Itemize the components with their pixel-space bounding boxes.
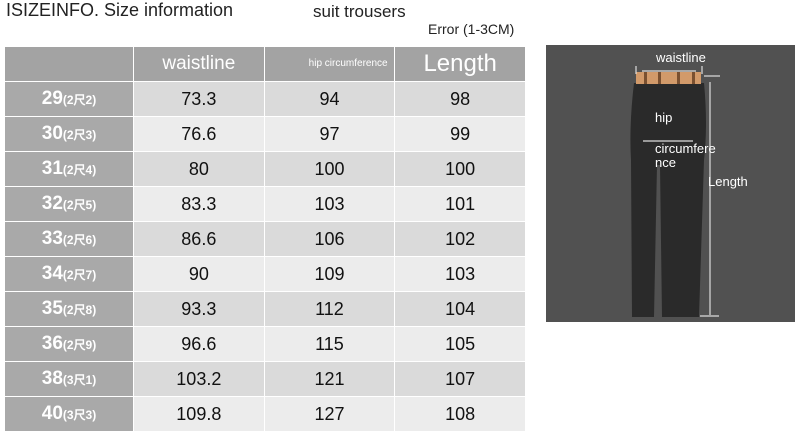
size-chinese: (2尺3) bbox=[62, 128, 97, 142]
length-cell: 98 bbox=[394, 81, 526, 117]
trousers-diagram: waistline hip circumfere nce Length bbox=[546, 45, 795, 322]
header-size bbox=[4, 46, 134, 82]
table-row: 40(3尺3) 109.8 127 108 bbox=[4, 396, 526, 432]
size-value: 35 bbox=[41, 298, 63, 319]
waistline-cell: 93.3 bbox=[133, 291, 265, 327]
hip-cell: 106 bbox=[263, 221, 396, 257]
table-row: 34(2尺7) 90 109 103 bbox=[4, 256, 526, 292]
header-hip: hip circumference bbox=[263, 46, 396, 82]
size-table: waistline hip circumference Length 29(2尺… bbox=[4, 46, 526, 432]
length-cell: 105 bbox=[394, 326, 526, 362]
length-cell: 101 bbox=[394, 186, 526, 222]
error-note: Error (1-3CM) bbox=[428, 21, 515, 37]
hip-label: hip bbox=[655, 110, 673, 125]
hip-cell: 112 bbox=[263, 291, 396, 327]
waistline-cell: 83.3 bbox=[133, 186, 265, 222]
length-cell: 103 bbox=[394, 256, 526, 292]
size-cell: 30(2尺3) bbox=[4, 116, 134, 152]
table-row: 30(2尺3) 76.6 97 99 bbox=[4, 116, 526, 152]
waistline-cell: 96.6 bbox=[133, 326, 265, 362]
length-cell: 100 bbox=[394, 151, 526, 187]
size-cell: 32(2尺5) bbox=[4, 186, 134, 222]
header-waistline: waistline bbox=[133, 46, 265, 82]
size-chinese: (2尺2) bbox=[62, 93, 97, 107]
waistline-cell: 80 bbox=[133, 151, 265, 187]
length-cell: 104 bbox=[394, 291, 526, 327]
size-cell: 34(2尺7) bbox=[4, 256, 134, 292]
hip-cell: 94 bbox=[263, 81, 396, 117]
product-subtitle: suit trousers bbox=[313, 2, 406, 21]
size-chinese: (2尺4) bbox=[62, 163, 97, 177]
hip-cell: 103 bbox=[263, 186, 396, 222]
waistline-label: waistline bbox=[656, 50, 706, 65]
size-cell: 31(2尺4) bbox=[4, 151, 134, 187]
length-cell: 102 bbox=[394, 221, 526, 257]
hip-cell: 121 bbox=[263, 361, 396, 397]
hip-cell: 97 bbox=[263, 116, 396, 152]
size-chinese: (2尺6) bbox=[62, 233, 97, 247]
waistband bbox=[636, 72, 701, 84]
size-chinese: (2尺9) bbox=[62, 338, 97, 352]
size-chinese: (2尺7) bbox=[62, 268, 97, 282]
size-chinese: (2尺8) bbox=[62, 303, 97, 317]
waistline-cell: 86.6 bbox=[133, 221, 265, 257]
waistline-cell: 73.3 bbox=[133, 81, 265, 117]
length-cell: 108 bbox=[394, 396, 526, 432]
size-chinese: (3尺3) bbox=[62, 408, 97, 422]
waistline-cell: 90 bbox=[133, 256, 265, 292]
size-value: 34 bbox=[41, 263, 63, 284]
size-cell: 40(3尺3) bbox=[4, 396, 134, 432]
waistline-cell: 76.6 bbox=[133, 116, 265, 152]
size-value: 30 bbox=[41, 123, 63, 144]
size-cell: 33(2尺6) bbox=[4, 221, 134, 257]
hip-cell: 109 bbox=[263, 256, 396, 292]
size-value: 31 bbox=[41, 158, 63, 179]
waistline-cell: 109.8 bbox=[133, 396, 265, 432]
table-row: 29(2尺2) 73.3 94 98 bbox=[4, 81, 526, 117]
table-row: 35(2尺8) 93.3 112 104 bbox=[4, 291, 526, 327]
hip-label-line2: circumfere bbox=[655, 141, 716, 156]
size-cell: 38(3尺1) bbox=[4, 361, 134, 397]
size-value: 29 bbox=[41, 88, 63, 109]
size-value: 33 bbox=[41, 228, 63, 249]
header-length: Length bbox=[394, 46, 526, 82]
table-row: 33(2尺6) 86.6 106 102 bbox=[4, 221, 526, 257]
hip-cell: 100 bbox=[263, 151, 396, 187]
table-header: waistline hip circumference Length bbox=[4, 46, 526, 82]
size-value: 36 bbox=[41, 333, 63, 354]
table-row: 38(3尺1) 103.2 121 107 bbox=[4, 361, 526, 397]
size-value: 40 bbox=[41, 403, 63, 424]
size-cell: 36(2尺9) bbox=[4, 326, 134, 362]
page-title: ISIZEINFO. Size information bbox=[6, 0, 234, 20]
measure-lines bbox=[635, 66, 720, 317]
size-cell: 29(2尺2) bbox=[4, 81, 134, 117]
table-row: 31(2尺4) 80 100 100 bbox=[4, 151, 526, 187]
length-cell: 107 bbox=[394, 361, 526, 397]
table-row: 36(2尺9) 96.6 115 105 bbox=[4, 326, 526, 362]
size-value: 32 bbox=[41, 193, 63, 214]
table-row: 32(2尺5) 83.3 103 101 bbox=[4, 186, 526, 222]
trousers-illustration bbox=[630, 66, 720, 317]
size-chinese: (2尺5) bbox=[62, 198, 97, 212]
length-label: Length bbox=[708, 174, 748, 189]
hip-cell: 127 bbox=[263, 396, 396, 432]
waistline-cell: 103.2 bbox=[133, 361, 265, 397]
hip-label-line3: nce bbox=[655, 155, 676, 170]
size-chinese: (3尺1) bbox=[62, 373, 97, 387]
size-cell: 35(2尺8) bbox=[4, 291, 134, 327]
length-cell: 99 bbox=[394, 116, 526, 152]
hip-cell: 115 bbox=[263, 326, 396, 362]
size-value: 38 bbox=[41, 368, 63, 389]
